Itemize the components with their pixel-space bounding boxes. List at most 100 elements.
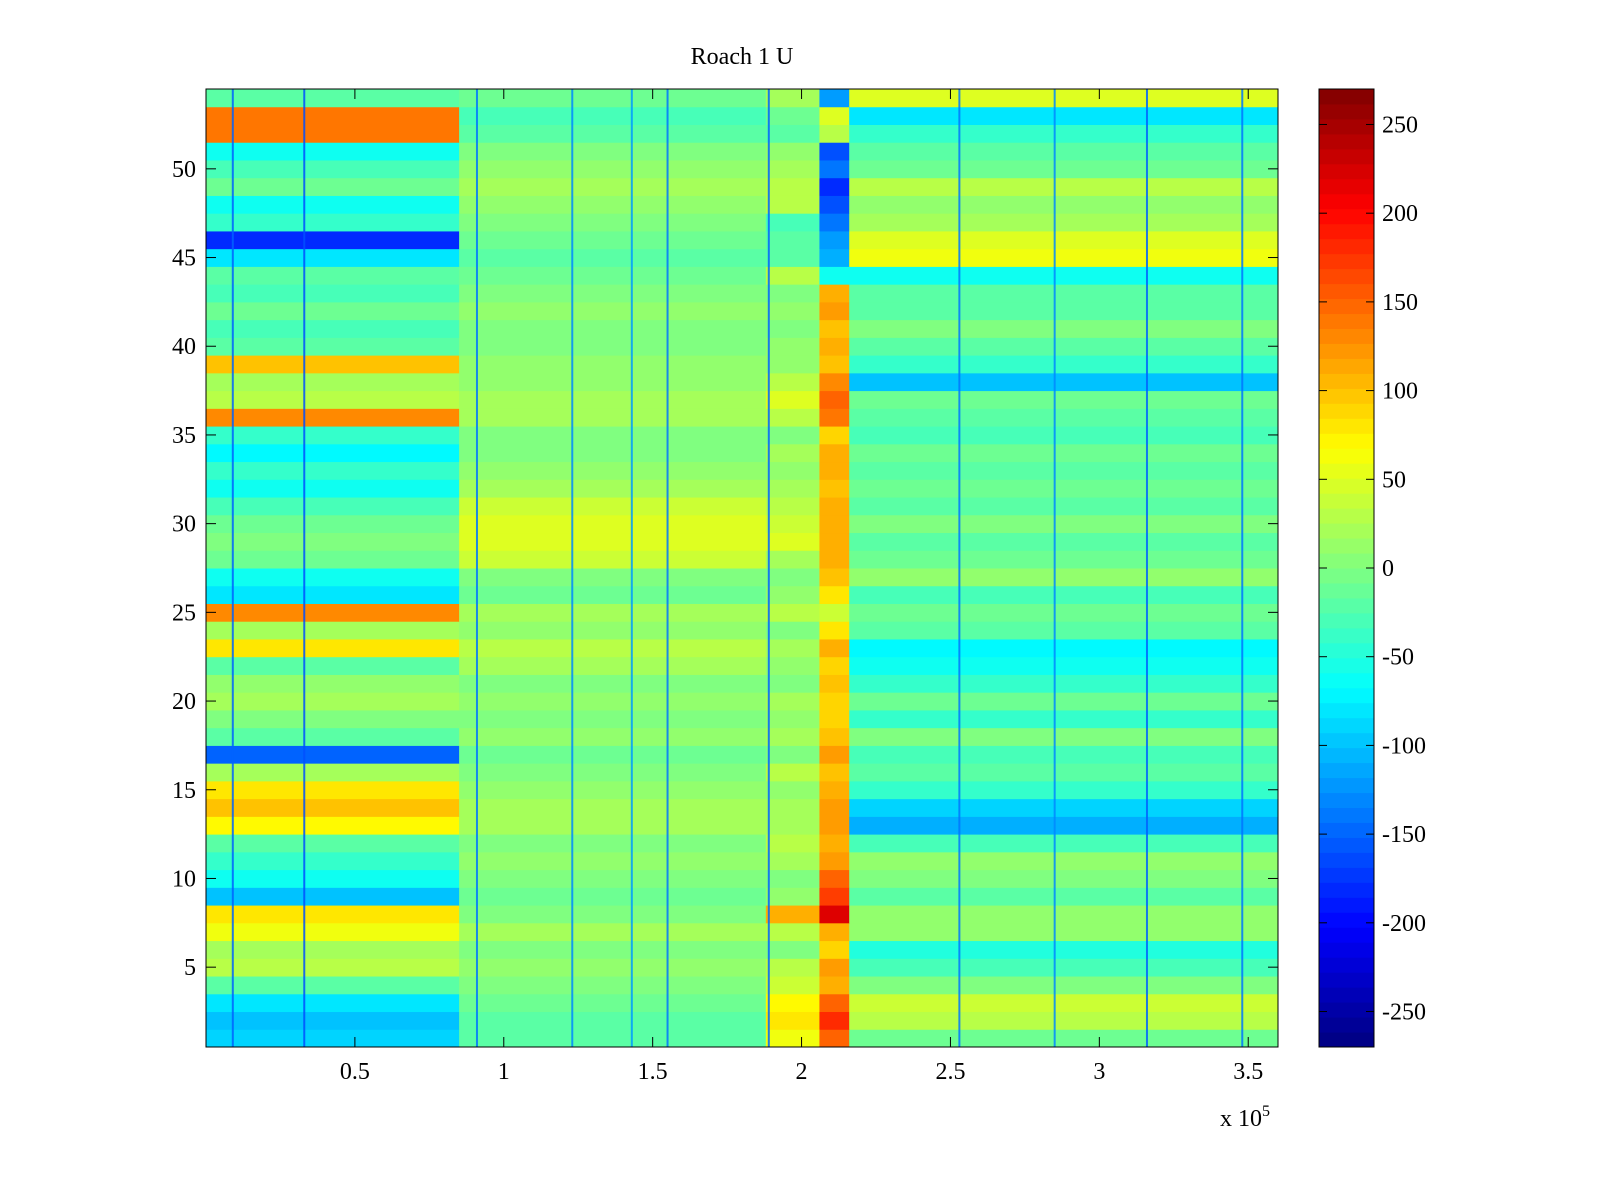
heatmap-cell [849,89,1279,108]
colorbar-band [1319,792,1374,808]
colorbar-band [1319,582,1374,599]
colorbar-band [1319,433,1374,449]
chart-title: Roach 1 U [691,44,794,70]
heatmap-cell [459,89,767,108]
heatmap-cell [849,124,1279,143]
heatmap-cell [459,745,767,764]
heatmap-cell [819,195,850,214]
heatmap-cell [849,851,1279,871]
heatmap-cell [206,550,460,569]
heatmap-cell [765,887,820,906]
colorbar-band [1319,178,1374,195]
heatmap-cell [849,638,1279,658]
heatmap-cell [206,301,460,321]
heatmap-cell [206,869,460,888]
heatmap-cell [765,585,820,604]
heatmap-cell [206,585,460,604]
heatmap-cell [819,638,850,658]
heatmap-cell [459,887,767,906]
heatmap-cell [765,532,820,551]
heatmap-cell [849,550,1279,569]
heatmap-cell [765,905,820,924]
heatmap-cell [819,568,850,587]
heatmap-cell [819,603,850,622]
colorbar-band [1319,1002,1374,1018]
heatmap-cell [819,142,850,161]
heatmap-cell [849,106,1279,125]
heatmap-cell [765,621,820,640]
heatmap-cell [206,692,460,711]
heatmap-cell [849,763,1279,782]
heatmap-cell [849,390,1279,409]
heatmap-cell [819,124,850,143]
heatmap-cell [849,1029,1279,1048]
colorbar-band [1319,373,1374,389]
heatmap-cell [819,248,850,267]
colorbar-band [1319,957,1374,973]
heatmap-cell [206,372,460,392]
heatmap-streak [666,89,669,1047]
heatmap-cell [849,355,1279,374]
heatmap-cell [459,798,767,817]
heatmap-cell [765,195,820,214]
heatmap-cell [849,337,1279,356]
heatmap-cell [819,692,850,711]
heatmap-cell [819,319,850,338]
heatmap-cell [819,958,850,977]
colorbar-band [1319,777,1374,794]
heatmap-cell [206,532,460,551]
colorbar-band [1319,837,1374,853]
heatmap-cell [819,230,850,250]
heatmap-streak [1145,89,1148,1047]
y-tick-label: 15 [172,778,196,804]
heatmap-cell [206,142,460,161]
heatmap-cell [849,922,1279,942]
heatmap-cell [765,266,820,285]
heatmap-cell [849,568,1279,587]
y-tick-label: 20 [172,689,196,715]
heatmap-cell [459,958,767,977]
colorbar-tick-label: 250 [1382,112,1418,138]
heatmap-cell [765,674,820,693]
heatmap-cell [206,159,460,179]
heatmap-cell [849,585,1279,604]
heatmap-cell [765,514,820,534]
heatmap-cell [206,656,460,675]
heatmap-cell [459,301,767,321]
colorbar-band [1319,867,1374,883]
heatmap-cell [819,834,850,853]
heatmap-cell [765,159,820,179]
heatmap-cell [819,461,850,480]
heatmap-cell [459,727,767,746]
heatmap-cell [849,497,1279,516]
heatmap-cell [765,798,820,817]
heatmap-cell [819,993,850,1013]
heatmap-cell [765,479,820,498]
heatmap-cell [819,922,850,942]
heatmap-streak [475,89,478,1047]
heatmap-cell [206,798,460,817]
heatmap-cell [206,106,460,125]
heatmap-cell [849,603,1279,622]
x-tick-label: 1.5 [638,1059,668,1085]
colorbar-tick-label: 50 [1382,467,1406,493]
heatmap-cell [765,408,820,427]
heatmap-cell [459,993,767,1013]
heatmap-cell [849,745,1279,764]
y-tick-label: 25 [172,600,196,626]
heatmap-cell [206,514,460,534]
heatmap-cell [765,461,820,480]
heatmap-cell [819,106,850,125]
heatmap-cell [819,585,850,604]
heatmap-cell [459,550,767,569]
colorbar-band [1319,508,1374,524]
heatmap-cell [819,89,850,108]
heatmap-cell [765,550,820,569]
heatmap-cell [819,745,850,764]
heatmap-cell [849,656,1279,675]
heatmap-cell [819,355,850,374]
heatmap-cell [459,355,767,374]
heatmap-cell [819,497,850,516]
heatmap-cell [459,159,767,179]
heatmap-cell [765,976,820,995]
